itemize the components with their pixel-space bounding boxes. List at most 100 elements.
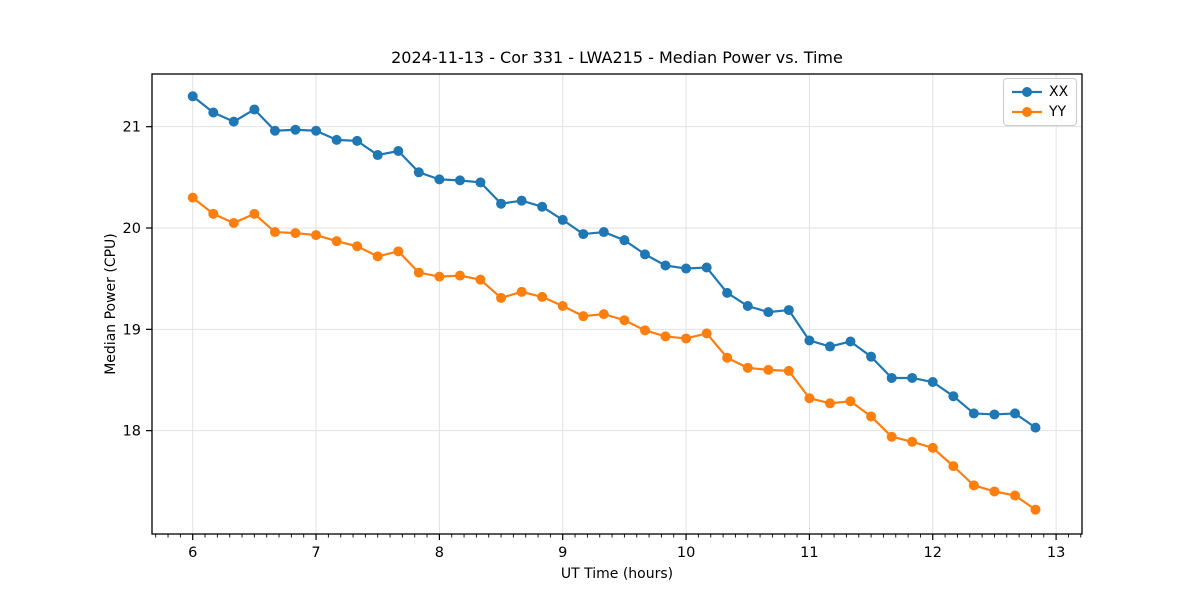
series-xx-marker: [516, 195, 527, 206]
series-xx-marker: [763, 307, 774, 318]
series-yy-marker: [701, 328, 712, 339]
series-xx-marker: [537, 201, 548, 212]
series-yy-marker: [598, 309, 609, 320]
series-xx-marker: [557, 214, 568, 225]
series-xx-marker: [413, 167, 424, 178]
x-tick-label: 13: [1047, 545, 1065, 561]
series-xx-marker: [352, 135, 363, 146]
series-yy-marker: [968, 480, 979, 491]
series-xx-marker: [927, 377, 938, 388]
series-xx-marker: [434, 174, 445, 185]
legend-line-marker-xx: [1012, 87, 1042, 97]
series-yy-marker: [681, 333, 692, 344]
x-tick-label: 8: [435, 545, 444, 561]
series-yy-marker: [454, 270, 465, 281]
series-yy-marker: [1010, 490, 1021, 501]
series-xx-marker: [331, 134, 342, 145]
legend-label-yy: YY: [1049, 104, 1067, 120]
series-xx-marker: [701, 262, 712, 273]
legend-item-yy: YY: [1011, 103, 1068, 121]
series-xx-marker: [804, 335, 815, 346]
y-tick-label: 19: [123, 322, 141, 338]
series-xx-marker: [886, 372, 897, 383]
series-xx-marker: [475, 177, 486, 188]
series-yy-marker: [639, 325, 650, 336]
series-xx-marker: [968, 408, 979, 419]
series-xx-marker: [681, 263, 692, 274]
series-xx-marker: [742, 301, 753, 312]
series-yy-marker: [208, 208, 219, 219]
series-xx-marker: [372, 150, 383, 161]
y-tick-label: 21: [123, 120, 141, 136]
series-xx-marker: [619, 235, 630, 246]
series-xx-marker: [269, 125, 280, 136]
y-axis-label: Median Power (CPU): [103, 233, 119, 375]
series-xx-marker: [1030, 422, 1041, 433]
series-yy-marker: [228, 217, 239, 228]
series-yy-marker: [352, 241, 363, 252]
series-xx-marker: [290, 124, 301, 135]
x-tick-label: 11: [800, 545, 818, 561]
series-yy-marker: [269, 227, 280, 238]
series-xx-marker: [496, 198, 507, 209]
x-tick-label: 10: [677, 545, 695, 561]
series-yy-marker: [249, 208, 260, 219]
series-xx-marker: [311, 125, 322, 136]
series-yy-marker: [763, 364, 774, 375]
series-yy-marker: [393, 246, 404, 257]
series-yy-marker: [413, 267, 424, 278]
series-yy-marker: [290, 228, 301, 239]
series-yy-marker: [496, 292, 507, 303]
series-xx-marker: [228, 116, 239, 127]
series-yy-marker: [804, 393, 815, 404]
series-xx-marker: [907, 372, 918, 383]
series-xx-marker: [722, 287, 733, 298]
x-tick-label: 7: [311, 545, 320, 561]
axes-spines: [151, 73, 1083, 535]
series-xx-marker: [187, 91, 198, 102]
series-yy-marker: [825, 398, 836, 409]
series-yy-marker: [516, 286, 527, 297]
series-yy-marker: [372, 251, 383, 262]
series-xx-marker: [825, 341, 836, 352]
series-xx-marker: [660, 260, 671, 271]
series-yy-marker: [331, 236, 342, 247]
series-yy-marker: [742, 362, 753, 373]
series-xx-marker: [393, 146, 404, 157]
x-axis-label: UT Time (hours): [560, 566, 674, 582]
x-tick-label: 9: [558, 545, 567, 561]
series-yy-line: [192, 196, 1037, 511]
chart-title: 2024-11-13 - Cor 331 - LWA215 - Median P…: [391, 48, 843, 67]
series-yy-marker: [783, 365, 794, 376]
legend: XX YY: [1003, 78, 1078, 126]
x-tick-label: 6: [188, 545, 197, 561]
x-tick-label: 12: [924, 545, 942, 561]
y-tick-label: 18: [123, 424, 141, 440]
series-yy-marker: [434, 271, 445, 282]
legend-line-marker-yy: [1012, 107, 1042, 117]
legend-item-xx: XX: [1011, 83, 1068, 101]
series-xx-marker: [783, 305, 794, 316]
series-yy-marker: [927, 442, 938, 453]
series-yy-marker: [557, 301, 568, 312]
series-xx-marker: [598, 227, 609, 238]
series-xx-marker: [948, 391, 959, 402]
series-yy-marker: [537, 291, 548, 302]
series-xx-marker: [454, 175, 465, 186]
legend-label-xx: XX: [1049, 84, 1069, 100]
series-xx-marker: [249, 104, 260, 115]
series-xx-marker: [845, 336, 856, 347]
series-xx-marker: [1010, 408, 1021, 419]
series-xx-marker: [639, 249, 650, 260]
series-yy-marker: [886, 431, 897, 442]
series-yy-marker: [187, 192, 198, 203]
series-xx-marker: [866, 351, 877, 362]
series-yy-marker: [845, 396, 856, 407]
series-yy-marker: [722, 352, 733, 363]
series-yy-marker: [989, 486, 1000, 497]
series-yy-marker: [311, 230, 322, 241]
series-yy-marker: [660, 331, 671, 342]
series-yy-marker: [578, 311, 589, 322]
series-xx-marker: [578, 229, 589, 240]
